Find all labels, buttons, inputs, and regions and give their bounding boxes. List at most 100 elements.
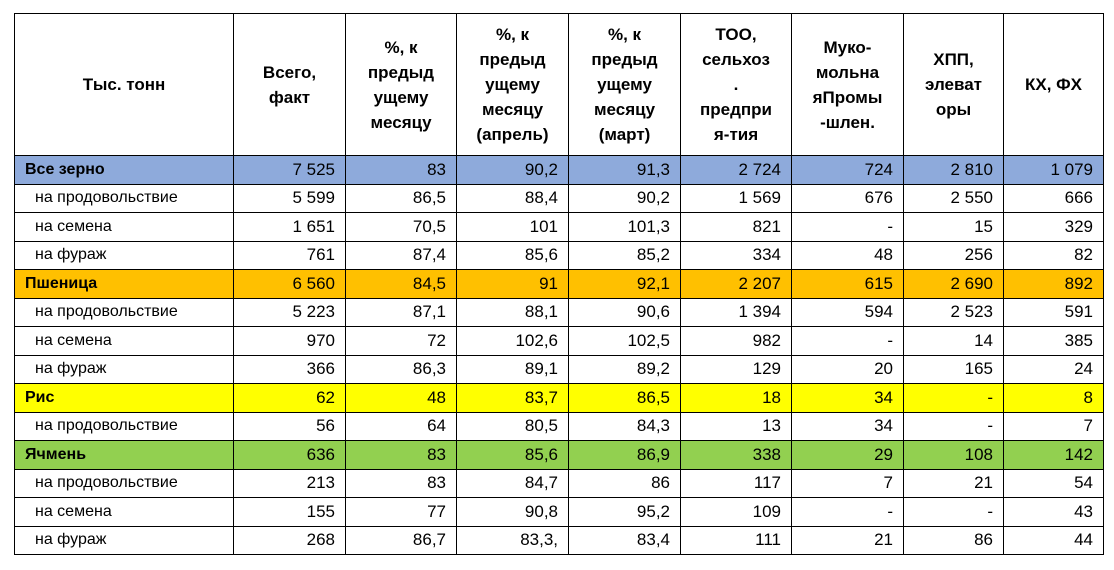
row-label: Ячмень	[14, 440, 234, 470]
header-row: Тыс. тонн Всего, факт %, к предыд ущему меся…	[14, 13, 1104, 156]
table-cell: 268	[233, 525, 346, 555]
table-cell: 2 810	[903, 155, 1004, 185]
table-cell: 88,4	[456, 183, 569, 213]
table-cell: -	[791, 497, 904, 527]
table-cell: 24	[1003, 354, 1104, 384]
table-cell: 90,2	[568, 183, 681, 213]
table-cell: 213	[233, 468, 346, 498]
table-cell: 34	[791, 383, 904, 413]
table-cell: 29	[791, 440, 904, 470]
table-cell: 109	[680, 497, 792, 527]
row-label: Пшеница	[14, 269, 234, 299]
table-cell: 86,9	[568, 440, 681, 470]
grain-stocks-table: Тыс. тонн Всего, факт %, к предыд ущему меся…	[14, 13, 1104, 555]
category-row: Ячмень 636 83 85,6 86,9 338 29 108 142	[14, 440, 1104, 470]
table-cell: 594	[791, 297, 904, 327]
table-cell: -	[791, 326, 904, 356]
table-cell: 666	[1003, 183, 1104, 213]
table-cell: 8	[1003, 383, 1104, 413]
row-label: на семена	[14, 326, 234, 356]
table-row: на семена 970 72 102,6 102,5 982-14 385	[14, 326, 1104, 356]
table-cell: 90,8	[456, 497, 569, 527]
table-cell: 724	[791, 155, 904, 185]
table-cell: 87,1	[345, 297, 457, 327]
table-row: на фураж 268 86,7 83,3, 83,4 111 21 86 44	[14, 525, 1104, 555]
table-cell: 70,5	[345, 212, 457, 242]
table-cell: 1 569	[680, 183, 792, 213]
table-cell: 86,5	[568, 383, 681, 413]
table-cell: 142	[1003, 440, 1104, 470]
category-row: Рис 62 48 83,7 86,5 18 34-8	[14, 383, 1104, 413]
table-cell: 761	[233, 240, 346, 270]
table-cell: 591	[1003, 297, 1104, 327]
table-cell: 44	[1003, 525, 1104, 555]
row-label: на фураж	[14, 525, 234, 555]
table-row: на семена 1 651 70,5 101 101,3 821-15 329	[14, 212, 1104, 242]
table-cell: 86	[568, 468, 681, 498]
table-cell: 676	[791, 183, 904, 213]
table-cell: 21	[791, 525, 904, 555]
table-row: на продовольствие 5 223 87,1 88,1 90,6 1 394 5…	[14, 297, 1104, 327]
table-row: на семена 155 77 90,8 95,2 109- -43	[14, 497, 1104, 527]
table-cell: 87,4	[345, 240, 457, 270]
table-cell: 970	[233, 326, 346, 356]
table-cell: 89,1	[456, 354, 569, 384]
header-unit: Тыс. тонн	[14, 13, 234, 156]
table-body: Все зерно 7 525 83 90,2 91,3 2 724 724 2 810 1 0…	[14, 155, 1104, 555]
table-cell: 2 207	[680, 269, 792, 299]
table-cell: 636	[233, 440, 346, 470]
table-cell: 83,4	[568, 525, 681, 555]
table-cell: 366	[233, 354, 346, 384]
header-pct-april: %, к предыд ущему месяцу (апрель)	[456, 13, 569, 156]
table-cell: 165	[903, 354, 1004, 384]
table-cell: -	[791, 212, 904, 242]
table-cell: 80,5	[456, 411, 569, 441]
table-cell: 83	[345, 468, 457, 498]
table-header: Тыс. тонн Всего, факт %, к предыд ущему меся…	[14, 13, 1104, 156]
table-cell: 155	[233, 497, 346, 527]
row-label: на семена	[14, 212, 234, 242]
table-cell: 88,1	[456, 297, 569, 327]
table-cell: 85,6	[456, 440, 569, 470]
table-cell: 385	[1003, 326, 1104, 356]
table-cell: 84,5	[345, 269, 457, 299]
table-cell: 7 525	[233, 155, 346, 185]
table-cell: 90,6	[568, 297, 681, 327]
table-cell: 85,2	[568, 240, 681, 270]
table-cell: 83	[345, 440, 457, 470]
table-cell: 86,3	[345, 354, 457, 384]
table-cell: 89,2	[568, 354, 681, 384]
table-cell: 84,7	[456, 468, 569, 498]
table-cell: 7	[1003, 411, 1104, 441]
table-row: на продовольствие 213 83 84,7 86 117 7 21 54	[14, 468, 1104, 498]
table-cell: 821	[680, 212, 792, 242]
header-milling-industry: Муко-мольна яПромы -шлен.	[791, 13, 904, 156]
table-cell: 72	[345, 326, 457, 356]
table-cell: 892	[1003, 269, 1104, 299]
table-cell: 48	[791, 240, 904, 270]
table-cell: 117	[680, 468, 792, 498]
header-farms: КХ, ФХ	[1003, 13, 1104, 156]
table-cell: 1 079	[1003, 155, 1104, 185]
table-cell: 34	[791, 411, 904, 441]
table-cell: 6 560	[233, 269, 346, 299]
table-cell: 108	[903, 440, 1004, 470]
table-cell: 95,2	[568, 497, 681, 527]
table-cell: -	[903, 411, 1004, 441]
table-cell: 982	[680, 326, 792, 356]
table-cell: 83	[345, 155, 457, 185]
row-label: на продовольствие	[14, 183, 234, 213]
table-cell: 86	[903, 525, 1004, 555]
table-cell: 101,3	[568, 212, 681, 242]
table-cell: 2 724	[680, 155, 792, 185]
table-cell: 5 599	[233, 183, 346, 213]
header-elevators: ХПП, элеват оры	[903, 13, 1004, 156]
table-cell: 15	[903, 212, 1004, 242]
table-cell: 64	[345, 411, 457, 441]
table-cell: 20	[791, 354, 904, 384]
table-cell: 85,6	[456, 240, 569, 270]
table-cell: 48	[345, 383, 457, 413]
row-label: Рис	[14, 383, 234, 413]
table-cell: 2 550	[903, 183, 1004, 213]
header-total-fact: Всего, факт	[233, 13, 346, 156]
